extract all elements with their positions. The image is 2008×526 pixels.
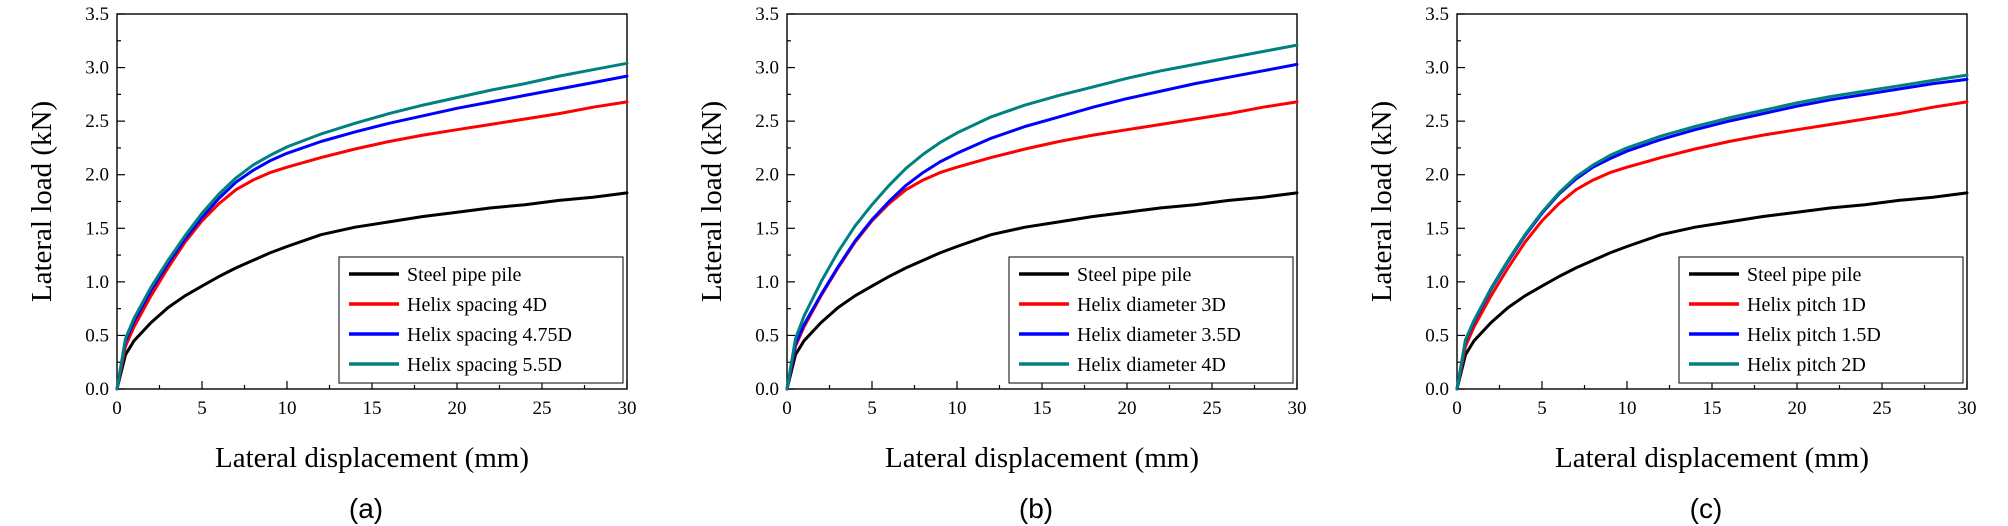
- panel-label: (a): [349, 493, 383, 524]
- legend: Steel pipe pile Helix spacing 4D Helix spa…: [338, 256, 624, 384]
- series-line-1: [115, 191, 629, 391]
- series-line-4: [1455, 73, 1969, 391]
- y-tick-label: 3.5: [1425, 4, 1449, 25]
- legend-label-2: Helix pitch 1D: [1747, 294, 1866, 316]
- y-tick-label: 0.0: [755, 379, 779, 400]
- y-tick-label: 1.5: [755, 218, 779, 239]
- x-tick-label: 10: [948, 398, 967, 419]
- y-tick-label: 0.5: [755, 325, 779, 346]
- x-tick-label: 5: [197, 398, 207, 419]
- series-line-1: [1455, 191, 1969, 391]
- x-tick-label: 30: [1288, 398, 1307, 419]
- legend-box: [338, 256, 624, 384]
- x-tick-label: 0: [782, 398, 792, 419]
- legend-label-3: Helix pitch 1.5D: [1747, 324, 1881, 346]
- legend: Steel pipe pile Helix pitch 1D Helix pitch…: [1678, 256, 1964, 384]
- x-tick-label: 0: [1452, 398, 1462, 419]
- legend-label-4: Helix spacing 5.5D: [407, 354, 562, 376]
- series-line-2: [1455, 100, 1969, 391]
- y-tick-label: 3.0: [755, 58, 779, 79]
- legend-label-4: Helix pitch 2D: [1747, 354, 1866, 376]
- y-tick-label: 2.0: [85, 165, 109, 186]
- x-tick-label: 15: [1703, 398, 1722, 419]
- legend-label-2: Helix spacing 4D: [407, 294, 547, 316]
- y-axis-label: Lateral load (kN): [696, 101, 728, 302]
- y-tick-label: 0.0: [85, 379, 109, 400]
- x-tick-label: 5: [1537, 398, 1547, 419]
- y-tick-label: 3.5: [755, 4, 779, 25]
- x-axis-label: Lateral displacement (mm): [885, 442, 1199, 474]
- panel-label: (b): [1019, 493, 1053, 524]
- legend-label-3: Helix diameter 3.5D: [1077, 324, 1241, 346]
- x-tick-label: 25: [1203, 398, 1222, 419]
- x-tick-label: 25: [533, 398, 552, 419]
- y-tick-label: 1.0: [755, 272, 779, 293]
- x-tick-label: 30: [618, 398, 637, 419]
- legend-label-1: Steel pipe pile: [1747, 264, 1862, 286]
- legend-label-4: Helix diameter 4D: [1077, 354, 1226, 376]
- y-tick-label: 1.0: [85, 272, 109, 293]
- x-axis-label: Lateral displacement (mm): [215, 442, 529, 474]
- x-tick-label: 0: [112, 398, 122, 419]
- legend-box: [1008, 256, 1294, 384]
- x-tick-label: 30: [1958, 398, 1977, 419]
- y-tick-label: 2.0: [1425, 165, 1449, 186]
- x-tick-label: 20: [1788, 398, 1807, 419]
- series-line-3: [785, 62, 1299, 391]
- legend-label-3: Helix spacing 4.75D: [407, 324, 572, 346]
- chart-panel-2: 0 5 10 15 20 25 30 0.0 0.5 1.0 1.5 2.0 2.5 3.0 3.5 Late…: [696, 4, 1307, 524]
- y-tick-label: 0.5: [1425, 325, 1449, 346]
- y-tick-label: 0.5: [85, 325, 109, 346]
- chart-panel-3: 0 5 10 15 20 25 30 0.0 0.5 1.0 1.5 2.0 2.5 3.0 3.5 Late…: [1366, 4, 1977, 524]
- y-axis-label: Lateral load (kN): [1366, 101, 1398, 302]
- y-tick-label: 3.0: [85, 58, 109, 79]
- series-line-4: [115, 61, 629, 391]
- y-tick-label: 1.0: [1425, 272, 1449, 293]
- y-tick-label: 2.5: [1425, 111, 1449, 132]
- legend: Steel pipe pile Helix diameter 3D Helix di…: [1008, 256, 1294, 384]
- y-tick-label: 2.0: [755, 165, 779, 186]
- x-axis-label: Lateral displacement (mm): [1555, 442, 1869, 474]
- legend-label-2: Helix diameter 3D: [1077, 294, 1226, 316]
- x-tick-label: 20: [448, 398, 467, 419]
- y-tick-label: 1.5: [85, 218, 109, 239]
- y-tick-label: 3.5: [85, 4, 109, 25]
- x-tick-label: 10: [1618, 398, 1637, 419]
- series-line-4: [785, 43, 1299, 391]
- x-tick-label: 5: [867, 398, 877, 419]
- x-tick-label: 15: [1033, 398, 1052, 419]
- legend-label-1: Steel pipe pile: [1077, 264, 1192, 286]
- series-line-3: [115, 74, 629, 391]
- y-tick-label: 2.5: [85, 111, 109, 132]
- x-tick-label: 20: [1118, 398, 1137, 419]
- x-tick-label: 25: [1873, 398, 1892, 419]
- x-tick-label: 10: [278, 398, 297, 419]
- y-tick-label: 1.5: [1425, 218, 1449, 239]
- x-tick-label: 15: [363, 398, 382, 419]
- y-axis-label: Lateral load (kN): [26, 101, 58, 302]
- legend-label-1: Steel pipe pile: [407, 264, 522, 286]
- y-tick-label: 2.5: [755, 111, 779, 132]
- series-line-2: [115, 100, 629, 391]
- panel-label: (c): [1690, 493, 1723, 524]
- y-tick-label: 3.0: [1425, 58, 1449, 79]
- legend-box: [1678, 256, 1964, 384]
- chart-panel-1: 0 5 10 15 20 25 30 0.0 0.5 1.0 1.5 2.0 2.5 3.0 3.5 Late…: [26, 4, 637, 524]
- y-tick-label: 0.0: [1425, 379, 1449, 400]
- series-line-1: [785, 191, 1299, 391]
